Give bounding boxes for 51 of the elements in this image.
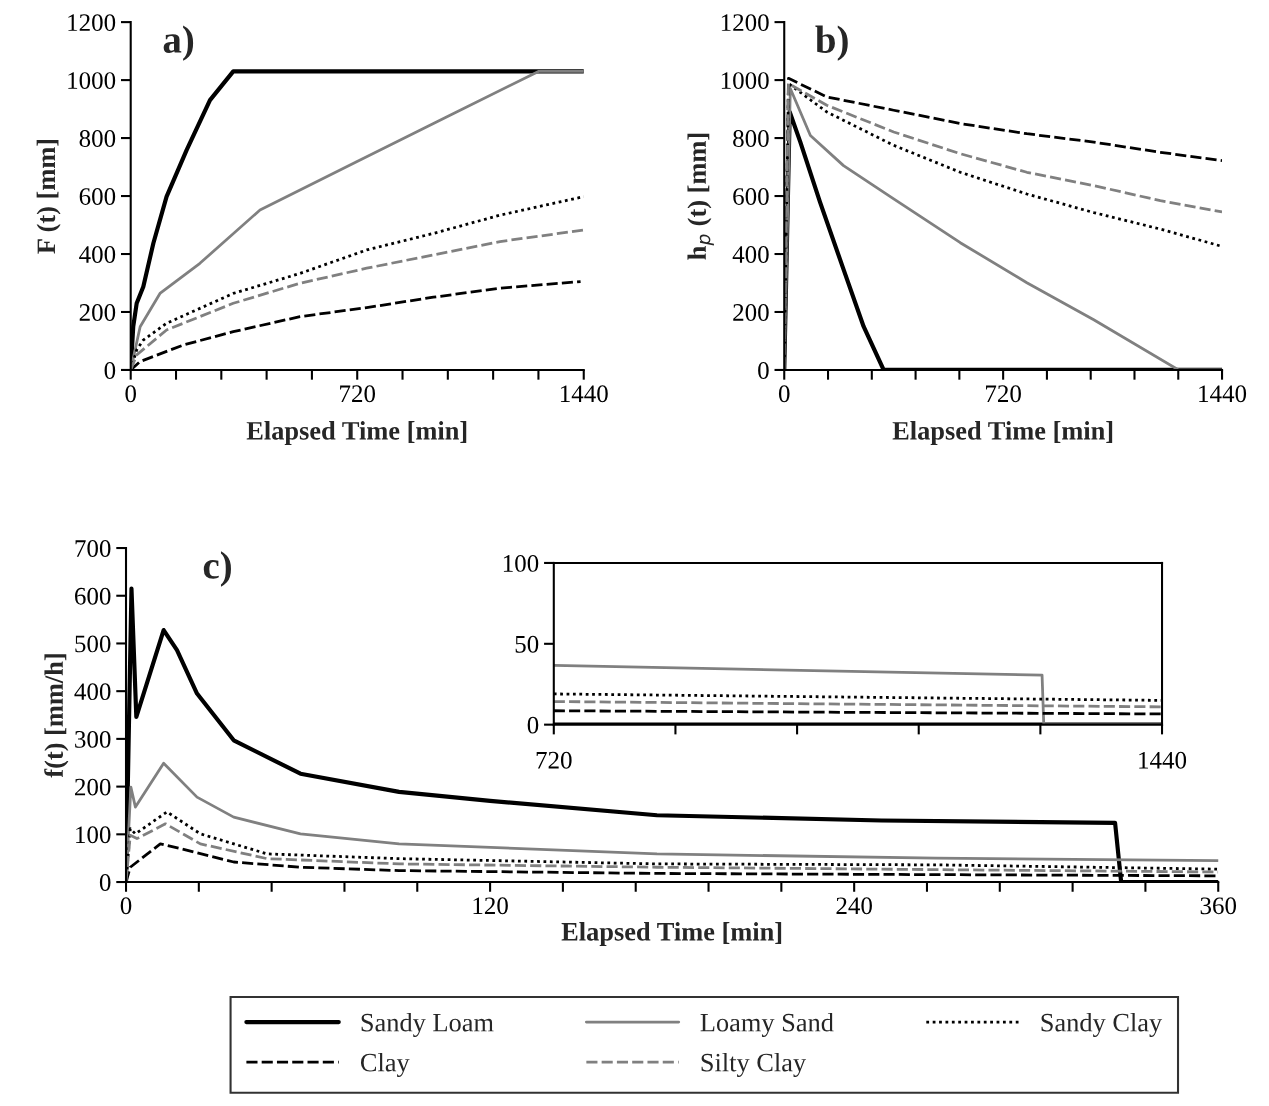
y-axis-title: F (t) [mm] (36, 139, 61, 254)
y-tick-label: 1000 (721, 72, 769, 90)
x-axis-title: Elapsed Time [min] (892, 421, 1113, 446)
y-tick-label: 1000 (68, 72, 116, 90)
y-tick-label: 0 (758, 362, 769, 379)
x-tick-label: 1440 (1199, 385, 1247, 403)
x-tick-label: 0 (778, 385, 790, 403)
y-tick-label: 600 (75, 587, 111, 605)
y-tick-label: 0 (527, 716, 539, 734)
y-axis-title: h$_{p}$ (t) [mm] (687, 133, 714, 260)
y-tick-label: 50 (515, 635, 539, 653)
y-tick-label: 200 (733, 304, 769, 321)
chart-title: c) (203, 551, 231, 587)
y-tick-label: 400 (74, 683, 111, 701)
x-axis-title: Elapsed Time [min] (246, 421, 467, 446)
y-tick-label: 100 (503, 555, 539, 572)
x-tick-label: 1440 (560, 385, 608, 403)
chart-title: b) (815, 25, 848, 61)
y-tick-label: 800 (733, 130, 769, 147)
x-tick-label: 1440 (1139, 751, 1187, 769)
chart-title: a) (163, 25, 194, 61)
y-tick-label: 200 (75, 778, 111, 796)
x-tick-label: 0 (120, 897, 132, 915)
legend-label: Loamy Sand (700, 1012, 834, 1037)
legend-label: Sandy Clay (1041, 1012, 1163, 1037)
legend-label: Silty Clay (701, 1052, 807, 1077)
x-tick-label: 120 (473, 897, 508, 915)
y-tick-label: 800 (79, 130, 116, 147)
x-tick-label: 720 (536, 751, 572, 769)
x-axis-title: Elapsed Time [min] (561, 922, 782, 946)
y-tick-label: 400 (732, 246, 769, 263)
y-tick-label: 200 (79, 304, 116, 321)
y-tick-label: 600 (733, 188, 769, 205)
y-tick-label: 700 (75, 540, 111, 557)
y-tick-label: 1200 (68, 14, 116, 32)
x-tick-label: 360 (1200, 897, 1237, 915)
y-tick-label: 600 (79, 188, 116, 205)
y-tick-label: 1200 (721, 14, 769, 32)
y-axis-title: f(t) [mm/h] (44, 654, 69, 778)
y-tick-label: 0 (104, 362, 116, 379)
y-tick-label: 300 (75, 730, 111, 748)
y-tick-label: 100 (76, 826, 111, 844)
x-tick-label: 720 (986, 385, 1021, 403)
x-tick-label: 720 (340, 385, 376, 403)
legend-label: Sandy Loam (361, 1012, 494, 1037)
y-tick-label: 0 (99, 874, 111, 891)
y-tick-label: 500 (75, 635, 111, 653)
legend-label: Clay (360, 1052, 410, 1077)
y-tick-label: 400 (79, 246, 116, 263)
x-tick-label: 240 (836, 897, 872, 915)
x-tick-label: 0 (125, 385, 136, 403)
